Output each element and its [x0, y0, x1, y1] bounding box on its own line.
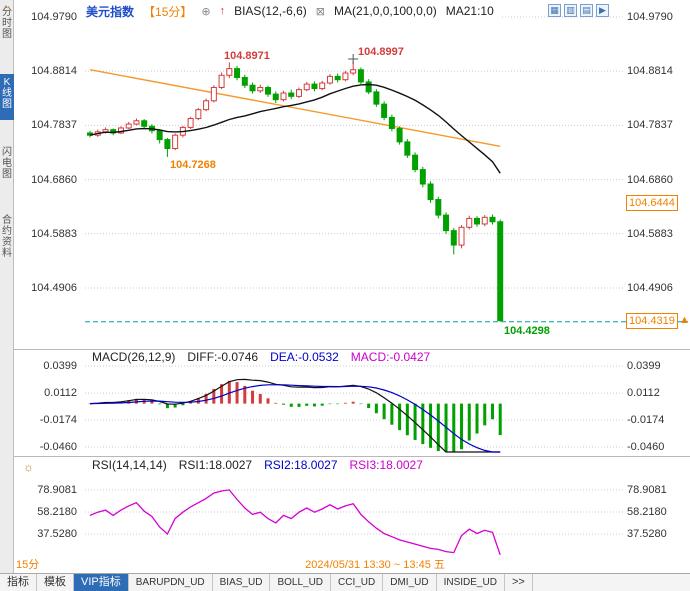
bias-params-label: BIAS(12,-6,6) [234, 4, 307, 18]
layout-hsplit-icon[interactable]: ▥ [564, 4, 577, 17]
rsi3-value: RSI3:18.0027 [349, 458, 423, 472]
period-selector[interactable]: 15分 [16, 559, 40, 571]
tab-cci-ud[interactable]: CCI_UD [331, 574, 384, 591]
tab-indicator[interactable]: 指标 [0, 574, 37, 591]
price-axis-label: 104.7837 [627, 119, 673, 131]
tab-boll-ud[interactable]: BOLL_UD [270, 574, 332, 591]
rsi-axis-label: 78.9081 [627, 484, 667, 496]
price-axis-label: 104.5883 [14, 228, 80, 240]
layout-grid-icon[interactable]: ▦ [548, 4, 561, 17]
period-label[interactable]: 【15分】 [143, 4, 193, 19]
sidebar-item-contract-info[interactable]: 合约资料 [2, 215, 12, 259]
add-indicator-icon[interactable]: ⊕ [201, 5, 211, 18]
tab-bias-ud[interactable]: BIAS_UD [212, 574, 271, 591]
annotation-high1: 104.8971 [224, 50, 270, 62]
price-axis-label: 104.6860 [14, 174, 80, 186]
last-price-badge: 104.4319 [626, 313, 678, 329]
macd-axis-label: -0.0460 [627, 441, 665, 453]
tab-vip-indicator[interactable]: VIP指标 [74, 574, 129, 591]
sidebar-item-kline[interactable]: K线图 [0, 74, 14, 120]
price-axis-label: 104.5883 [627, 228, 673, 240]
sidebar-item-flash[interactable]: 闪电图 [2, 147, 12, 180]
tab-more[interactable]: >> [504, 574, 533, 591]
annotation-last-price: 104.4298 [504, 325, 550, 337]
ma-tag-icon: ⊠ [315, 5, 326, 18]
rsi1-value: RSI1:18.0027 [178, 458, 253, 472]
rsi-header: RSI(14,14,14) RSI1:18.0027 RSI2:18.0027 … [92, 458, 429, 472]
macd-dea-value: DEA:-0.0532 [270, 350, 339, 364]
price-axis-label: 104.8814 [14, 65, 80, 77]
price-axis-label: 104.9790 [14, 11, 80, 23]
price-axis-label: 104.4906 [627, 282, 673, 294]
macd-axis-label: -0.0174 [627, 414, 665, 426]
tab-barupdn-ud[interactable]: BARUPDN_UD [128, 574, 213, 591]
rsi2-value: RSI2:18.0027 [264, 458, 338, 472]
indicator-tabbar: 指标 模板 VIP指标 BARUPDN_UD BIAS_UD BOLL_UD C… [0, 573, 690, 591]
macd-axis-label: 0.0399 [627, 360, 661, 372]
macd-macd-value: MACD:-0.0427 [350, 350, 431, 364]
macd-axis-label: -0.0460 [14, 441, 80, 453]
rsi-axis-label: 78.9081 [14, 484, 80, 496]
alarm-icon[interactable]: ◔ [2, 2, 9, 14]
price-axis-label: 104.9790 [627, 11, 673, 23]
rsi-axis-label: 58.2180 [627, 506, 667, 518]
bias-icon: ↑ [219, 5, 226, 17]
sidebar-item-timeline[interactable]: 分时图 [2, 7, 12, 40]
macd-header: MACD(26,12,9) DIFF:-0.0746 DEA:-0.0532 M… [92, 350, 437, 364]
rsi-axis-label: 37.5280 [14, 528, 80, 540]
macd-axis-label: 0.0399 [14, 360, 80, 372]
ma21-value-label: MA21:10 [445, 4, 494, 18]
sidebar: 分时图 K线图 闪电图 合约资料 [0, 0, 14, 573]
rsi-axis-label: 37.5280 [627, 528, 667, 540]
price-axis-label: 104.6860 [627, 174, 673, 186]
macd-axis-label: 0.0112 [14, 387, 80, 399]
chart-header: 美元指数 【15分】 ⊕ ↑ BIAS(12,-6,6) ⊠ MA(21,0,0… [86, 3, 500, 19]
panel-settings-icon[interactable]: ☼ [23, 460, 34, 474]
price-marker-icon[interactable]: ▲ [679, 314, 690, 326]
symbol-title: 美元指数 [86, 4, 135, 19]
tab-dmi-ud[interactable]: DMI_UD [383, 574, 437, 591]
tab-inside-ud[interactable]: INSIDE_UD [436, 574, 505, 591]
macd-title: MACD(26,12,9) [92, 350, 176, 364]
price-axis-label: 104.4906 [14, 282, 80, 294]
macd-axis-label: -0.0174 [14, 414, 80, 426]
tab-template[interactable]: 模板 [37, 574, 74, 591]
time-range-label: 2024/05/31 13:30 ~ 13:45 五 [305, 559, 445, 571]
annotation-low1: 104.7268 [170, 159, 216, 171]
price-axis-label: 104.7837 [14, 119, 80, 131]
rsi-title: RSI(14,14,14) [92, 458, 167, 472]
macd-diff-value: DIFF:-0.0746 [187, 350, 259, 364]
annotation-high2: 104.8997 [358, 46, 404, 58]
price-axis-label: 104.8814 [627, 65, 673, 77]
macd-axis-label: 0.0112 [627, 387, 660, 399]
ma-params-label: MA(21,0,0,100,0,0) [334, 4, 437, 18]
rsi-axis-label: 58.2180 [14, 506, 80, 518]
ma-value-badge: 104.6444 [626, 195, 678, 211]
layout-switcher: ▦ ▥ ▤ ▶ [548, 4, 609, 17]
layout-vsplit-icon[interactable]: ▤ [580, 4, 593, 17]
layout-next-icon[interactable]: ▶ [596, 4, 609, 17]
